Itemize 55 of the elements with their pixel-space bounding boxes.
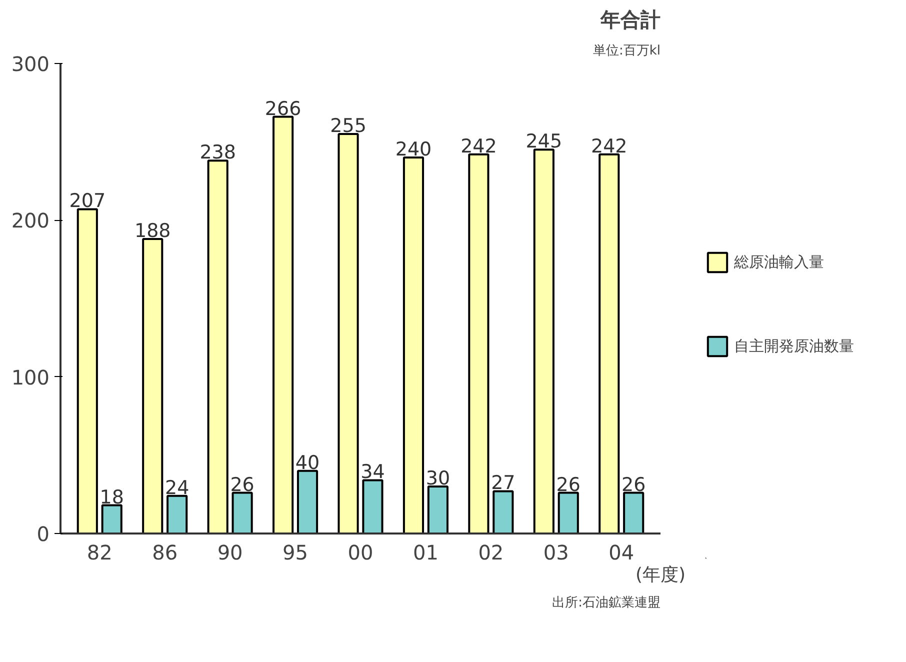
x-tick-label: 95 xyxy=(282,540,308,564)
data-label: 26 xyxy=(230,474,254,496)
data-label: 27 xyxy=(491,472,516,494)
data-label: 188 xyxy=(134,220,171,242)
data-label: 24 xyxy=(164,476,190,499)
x-tick-label: 03 xyxy=(543,540,569,564)
data-label: 207 xyxy=(69,190,106,212)
data-label: 40 xyxy=(295,452,320,474)
bar xyxy=(558,492,579,534)
bar xyxy=(232,492,253,534)
x-tick-label: 82 xyxy=(86,540,112,564)
bar xyxy=(142,238,164,534)
bar xyxy=(598,153,620,534)
x-tick-label: 00 xyxy=(348,540,374,564)
bar xyxy=(296,470,318,534)
bar xyxy=(272,116,294,534)
x-axis-title: (年度) xyxy=(635,564,686,586)
data-label: 266 xyxy=(264,98,302,120)
bar xyxy=(166,494,188,534)
x-tick-label: 02 xyxy=(478,540,504,564)
chart-subtitle: 単位:百万kl xyxy=(592,44,661,58)
data-label: 26 xyxy=(556,474,580,496)
legend-label: 総原油輸入量 xyxy=(734,252,824,272)
x-tick-label: 01 xyxy=(412,540,438,564)
x-tick-label: 90 xyxy=(217,540,243,564)
data-label: 30 xyxy=(426,468,450,490)
chart-title: 年合計 xyxy=(600,8,660,32)
bar xyxy=(362,479,384,534)
y-tick-label: 300 xyxy=(11,52,50,76)
data-label: 242 xyxy=(460,135,497,158)
data-label: 34 xyxy=(360,461,385,484)
data-label: 242 xyxy=(591,135,628,158)
bar xyxy=(533,148,554,534)
bar xyxy=(623,492,644,534)
text: 出所:石油鉱業連盟 xyxy=(552,596,661,610)
x-tick-label: 86 xyxy=(152,540,178,564)
legend-label: 自主開発原油数量 xyxy=(734,336,854,356)
data-label: 245 xyxy=(526,130,562,153)
bar xyxy=(402,156,424,534)
bar xyxy=(468,153,490,534)
bar xyxy=(427,486,448,534)
x-tick-label: 04 xyxy=(608,540,634,564)
data-label: 26 xyxy=(622,474,646,496)
data-label: 240 xyxy=(395,138,432,160)
bar xyxy=(207,160,228,534)
y-tick-label: 0 xyxy=(36,522,50,546)
data-label: 18 xyxy=(100,486,124,508)
bar xyxy=(338,133,359,534)
data-label: 238 xyxy=(200,142,236,164)
bar xyxy=(492,490,514,534)
y-tick-label: 200 xyxy=(11,208,50,233)
bar xyxy=(101,504,122,534)
y-tick-label: 100 xyxy=(11,365,50,390)
data-label: 255 xyxy=(330,115,366,137)
bar xyxy=(76,208,98,534)
